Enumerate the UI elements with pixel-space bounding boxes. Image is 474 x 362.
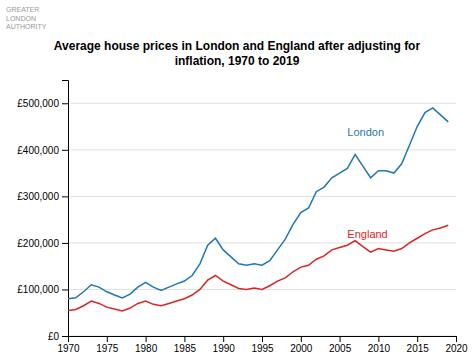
y-tick-label: £200,000 — [17, 238, 59, 249]
x-tick: 2015 — [407, 336, 430, 354]
x-tick: 2005 — [329, 336, 352, 354]
x-tick-label: 1975 — [96, 343, 119, 354]
x-tick-label: 2000 — [290, 343, 313, 354]
grid-line — [68, 103, 456, 104]
grid — [68, 103, 456, 336]
y-tick-label: £400,000 — [17, 145, 59, 156]
x-tick-label: 2005 — [329, 343, 352, 354]
grid-line — [68, 242, 456, 243]
logo: GREATER LONDONAUTHORITY — [6, 6, 47, 30]
title-line: Average house prices in London and Engla… — [54, 39, 421, 53]
x-tick: 2020 — [445, 336, 468, 354]
x-tick-label: 1985 — [174, 343, 197, 354]
x-tick-label: 2020 — [445, 343, 468, 354]
x-tick-mark — [262, 336, 263, 342]
title: Average house prices in London and Engla… — [54, 39, 421, 68]
y-tick-mark — [62, 150, 68, 151]
y-tick: £500,000 — [17, 98, 68, 109]
y-tick-label: £0 — [48, 331, 60, 342]
title-line: inflation, 1970 to 2019 — [175, 54, 300, 68]
x-tick-mark — [146, 336, 147, 342]
y-tick: £400,000 — [17, 145, 68, 156]
y-tick-mark — [62, 243, 68, 244]
x-tick: 1970 — [57, 336, 80, 354]
logo-line: GREATER — [6, 6, 39, 13]
y-tick-mark — [62, 103, 68, 104]
y-tick-mark — [62, 289, 68, 290]
x-axis: 1970 1975 1980 1985 1990 1995 2000 2005 2010 2015… — [57, 336, 468, 354]
grid-line — [68, 149, 456, 150]
x-tick: 2010 — [368, 336, 391, 354]
x-tick: 1980 — [135, 336, 158, 354]
lines — [68, 108, 448, 311]
x-tick-mark — [456, 336, 457, 342]
annotation: England — [347, 228, 387, 240]
x-tick-label: 1970 — [57, 343, 80, 354]
x-tick-mark — [378, 336, 379, 342]
grid-line — [68, 196, 456, 197]
x-tick-label: 1995 — [251, 343, 274, 354]
y-axis: £0 £100,000 £200,000 £300,000 £400,000 £500,0… — [17, 81, 68, 342]
x-tick-label: 2015 — [407, 343, 430, 354]
y-axis-line — [62, 81, 69, 337]
x-tick-mark — [107, 336, 108, 342]
logo-line: LONDON — [6, 15, 36, 22]
y-tick-label: £100,000 — [17, 284, 59, 295]
y-tick: £200,000 — [17, 238, 68, 249]
y-tick-mark — [62, 336, 68, 337]
y-tick-label: £300,000 — [17, 191, 59, 202]
x-tick-mark — [301, 336, 302, 342]
y-tick: £300,000 — [17, 191, 68, 202]
line — [68, 108, 448, 299]
plot: 1970 1975 1980 1985 1990 1995 2000 2005 2010 2015… — [17, 81, 468, 355]
x-tick-label: 1980 — [135, 343, 158, 354]
x-tick-label: 1990 — [213, 343, 236, 354]
chart: GREATER LONDONAUTHORITY Average house pric… — [0, 0, 474, 362]
x-tick: 1995 — [251, 336, 274, 354]
x-tick: 1975 — [96, 336, 119, 354]
x-tick: 1985 — [174, 336, 197, 354]
y-tick-mark — [62, 196, 68, 197]
line — [68, 225, 448, 311]
logo-line: AUTHORITY — [6, 23, 47, 30]
annotations: London England — [347, 126, 387, 240]
x-axis-line — [69, 337, 457, 343]
x-tick-mark — [340, 336, 341, 342]
x-tick-label: 2010 — [368, 343, 391, 354]
x-tick-mark — [417, 336, 418, 342]
y-tick: £100,000 — [17, 284, 68, 295]
x-tick: 1990 — [213, 336, 236, 354]
annotation: London — [347, 126, 384, 138]
y-tick: £0 — [48, 331, 68, 342]
y-tick-label: £500,000 — [17, 98, 59, 109]
x-tick: 2000 — [290, 336, 313, 354]
x-tick-mark — [223, 336, 224, 342]
x-tick-mark — [184, 336, 185, 342]
